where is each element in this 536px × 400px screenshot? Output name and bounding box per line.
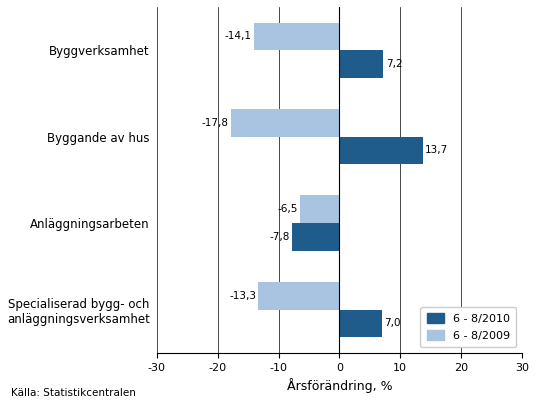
Text: -14,1: -14,1: [224, 31, 251, 41]
Text: -6,5: -6,5: [277, 204, 297, 214]
Text: Källa: Statistikcentralen: Källa: Statistikcentralen: [11, 388, 136, 398]
Bar: [292, 223, 339, 251]
Text: 7,2: 7,2: [386, 59, 403, 69]
Text: -13,3: -13,3: [229, 291, 256, 301]
Legend: 6 - 8/2010, 6 - 8/2009: 6 - 8/2010, 6 - 8/2009: [420, 307, 517, 347]
Bar: [339, 310, 382, 337]
Bar: [339, 137, 423, 164]
Bar: [339, 50, 383, 78]
Bar: [254, 22, 339, 50]
X-axis label: Årsförändring, %: Årsförändring, %: [287, 378, 392, 393]
Text: 7,0: 7,0: [384, 318, 401, 328]
Text: -17,8: -17,8: [202, 118, 229, 128]
Text: -7,8: -7,8: [269, 232, 289, 242]
Text: 13,7: 13,7: [425, 146, 449, 156]
Bar: [258, 282, 339, 310]
Bar: [231, 109, 339, 137]
Bar: [300, 196, 339, 223]
